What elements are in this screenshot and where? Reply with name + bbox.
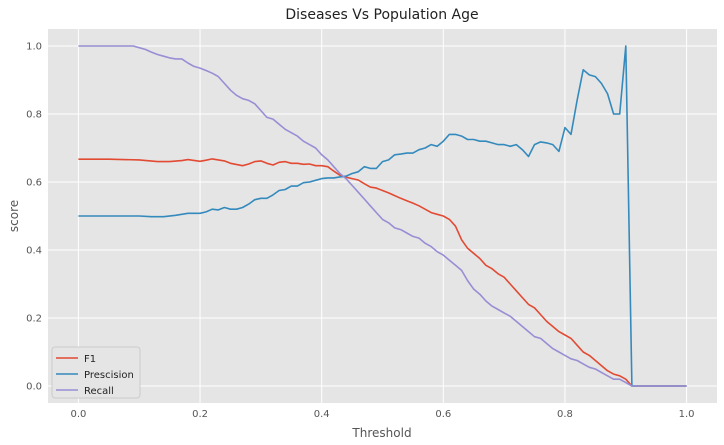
y-axis-label: score [7, 200, 21, 232]
x-tick-label: 1.0 [679, 409, 695, 420]
x-tick-label: 0.0 [70, 409, 86, 420]
x-tick-labels: 0.0 0.2 0.4 0.6 0.8 1.0 [70, 409, 694, 420]
y-tick-label: 0.8 [26, 110, 42, 121]
legend-label-recall: Recall [84, 386, 114, 397]
legend-label-prescision: Prescision [84, 370, 134, 381]
series-line-prescision [78, 45, 687, 387]
y-tick-label: 0.2 [26, 314, 42, 325]
y-tick-label: 0.6 [26, 178, 42, 189]
x-axis-label: Threshold [351, 426, 411, 440]
y-tick-label: 0.0 [26, 382, 42, 393]
series-line-recall [78, 45, 687, 387]
y-tick-labels: 0.0 0.2 0.4 0.6 0.8 1.0 [26, 42, 42, 393]
x-tick-label: 0.6 [435, 409, 451, 420]
series-line-f1 [78, 158, 687, 387]
chart-title: Diseases Vs Population Age [285, 7, 478, 23]
y-tick-label: 1.0 [26, 42, 42, 53]
legend: F1 Prescision Recall [51, 346, 141, 399]
grid [48, 29, 717, 403]
x-tick-label: 0.2 [192, 409, 208, 420]
y-tick-label: 0.4 [26, 246, 42, 257]
legend-box [51, 346, 141, 399]
legend-label-f1: F1 [84, 354, 96, 365]
x-tick-label: 0.4 [314, 409, 330, 420]
series-layer [78, 45, 687, 387]
x-tick-label: 0.8 [557, 409, 573, 420]
